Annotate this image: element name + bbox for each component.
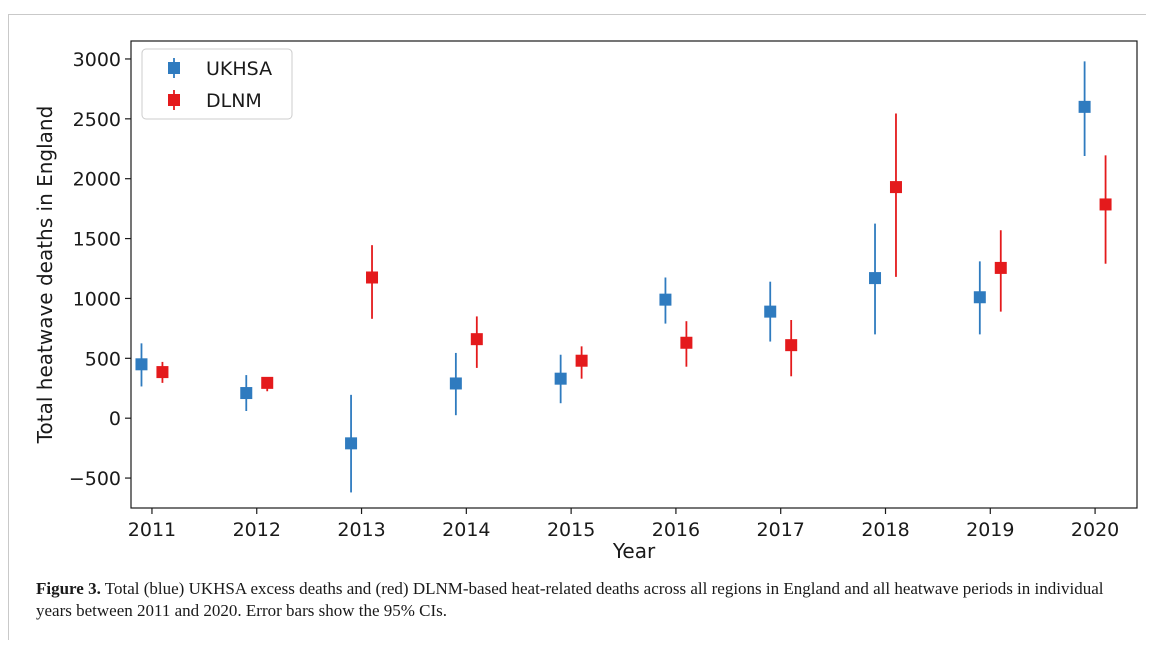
dlnm-marker (575, 354, 588, 367)
y-tick-label: 500 (85, 348, 121, 370)
y-tick-label: 3000 (73, 49, 121, 71)
dlnm-marker (785, 339, 798, 352)
x-tick-label: 2016 (652, 519, 700, 541)
ukhsa-marker (659, 293, 672, 306)
y-tick-label: 1000 (73, 288, 121, 310)
y-tick-label: 2000 (73, 169, 121, 191)
ukhsa-marker (240, 387, 253, 400)
y-tick-label: 2500 (73, 109, 121, 131)
legend-ukhsa-marker (168, 62, 180, 74)
y-axis: −500 0 500 1000 1500 2000 2500 3000 (69, 49, 131, 490)
x-tick-label: 2013 (337, 519, 385, 541)
dlnm-series (156, 113, 1112, 392)
y-tick-label: 0 (109, 408, 121, 430)
y-tick-label: −500 (69, 468, 121, 490)
x-tick-label: 2015 (547, 519, 595, 541)
x-tick-label: 2012 (233, 519, 281, 541)
dlnm-marker (156, 366, 169, 379)
plot-frame (130, 40, 1138, 509)
x-tick-label: 2011 (128, 519, 176, 541)
ukhsa-series (135, 61, 1091, 493)
x-tick-label: 2018 (861, 519, 909, 541)
dlnm-marker (470, 333, 483, 346)
legend-dlnm-marker (168, 94, 180, 106)
y-tick-label: 1500 (73, 229, 121, 251)
dlnm-marker (680, 336, 693, 349)
y-axis-title: Total heatwave deaths in England (33, 106, 57, 445)
plot-content (135, 61, 1112, 493)
legend-dlnm-label: DLNM (206, 90, 262, 112)
ukhsa-marker (973, 291, 986, 304)
figure-frame (8, 14, 1146, 640)
dlnm-marker (366, 271, 379, 284)
figure-caption: Figure 3. Total (blue) UKHSA excess deat… (36, 578, 1126, 622)
ukhsa-marker (135, 358, 148, 371)
x-tick-label: 2020 (1071, 519, 1119, 541)
dlnm-marker (261, 376, 274, 389)
legend: UKHSA DLNM (141, 48, 293, 120)
x-axis: 2011 2012 2013 2014 2015 2016 2017 2018 2019 2020 (128, 508, 1119, 541)
x-tick-label: 2014 (442, 519, 490, 541)
ukhsa-marker (554, 372, 567, 385)
dlnm-marker (889, 181, 902, 194)
x-tick-label: 2019 (966, 519, 1014, 541)
legend-ukhsa-label: UKHSA (206, 58, 272, 80)
ukhsa-marker (1078, 100, 1091, 113)
dlnm-marker (994, 261, 1007, 274)
figure-caption-text: Total (blue) UKHSA excess deaths and (re… (36, 579, 1104, 620)
ukhsa-marker (869, 272, 882, 285)
ukhsa-marker (764, 305, 777, 318)
x-tick-label: 2017 (757, 519, 805, 541)
figure-caption-label: Figure 3. (36, 579, 101, 598)
ukhsa-marker (345, 437, 358, 450)
ukhsa-marker (449, 377, 462, 390)
dlnm-marker (1099, 198, 1112, 211)
x-axis-title: Year (612, 539, 656, 563)
